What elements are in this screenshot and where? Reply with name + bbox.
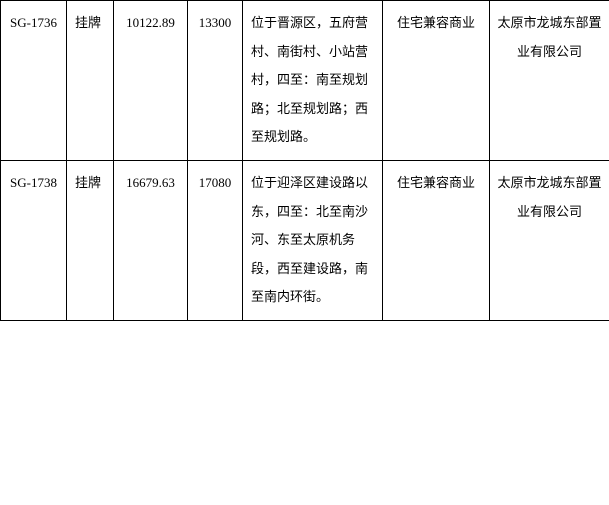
cell-usage: 住宅兼容商业: [383, 160, 490, 320]
cell-price: 17080: [188, 160, 243, 320]
cell-location: 位于迎泽区建设路以东，四至：北至南沙河、东至太原机务段，西至建设路，南至南内环街…: [243, 160, 383, 320]
cell-area: 16679.63: [114, 160, 188, 320]
table-row: SG-1736 挂牌 10122.89 13300 位于晋源区，五府营村、南街村…: [1, 1, 609, 161]
cell-usage: 住宅兼容商业: [383, 1, 490, 161]
cell-company: 太原市龙城东部置业有限公司: [490, 1, 609, 161]
cell-company: 太原市龙城东部置业有限公司: [490, 160, 609, 320]
table-body: SG-1736 挂牌 10122.89 13300 位于晋源区，五府营村、南街村…: [1, 1, 609, 321]
cell-id: SG-1738: [1, 160, 67, 320]
cell-type: 挂牌: [67, 160, 114, 320]
land-records-table: SG-1736 挂牌 10122.89 13300 位于晋源区，五府营村、南街村…: [0, 0, 609, 321]
cell-id: SG-1736: [1, 1, 67, 161]
table-row: SG-1738 挂牌 16679.63 17080 位于迎泽区建设路以东，四至：…: [1, 160, 609, 320]
cell-price: 13300: [188, 1, 243, 161]
cell-type: 挂牌: [67, 1, 114, 161]
cell-location: 位于晋源区，五府营村、南街村、小站营村，四至：南至规划路；北至规划路；西至规划路…: [243, 1, 383, 161]
cell-area: 10122.89: [114, 1, 188, 161]
